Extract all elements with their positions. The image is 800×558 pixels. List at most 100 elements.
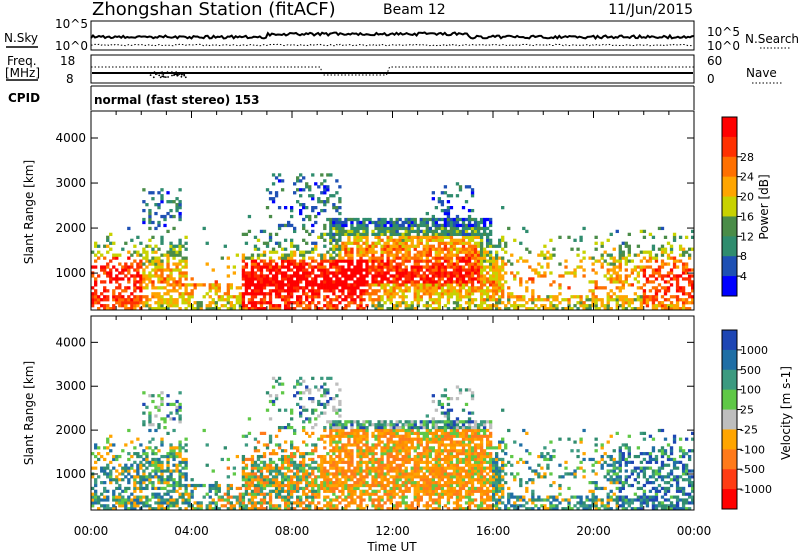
power-cell (362, 277, 365, 280)
power-cell (308, 304, 311, 307)
power-cell (142, 251, 145, 254)
power-cell (471, 283, 474, 286)
velocity-cell (218, 498, 221, 501)
velocity-cell (148, 412, 151, 415)
power-cell (495, 254, 498, 257)
power-cell (625, 257, 628, 260)
velocity-cell (402, 490, 405, 493)
velocity-cell (368, 420, 371, 423)
nave-point (177, 75, 179, 77)
velocity-cell (389, 429, 392, 432)
power-cell (317, 254, 320, 257)
power-cell (362, 259, 365, 262)
power-cell (426, 265, 429, 268)
velocity-cell (166, 432, 169, 435)
velocity-cell (302, 501, 305, 504)
velocity-cell (299, 481, 302, 484)
velocity-cell (399, 426, 402, 429)
power-cell (254, 295, 257, 298)
velocity-cell (151, 438, 154, 441)
power-cell (591, 289, 594, 292)
velocity-cell (350, 443, 353, 446)
power-cell (610, 262, 613, 265)
power-cell (676, 259, 679, 262)
power-cell (432, 271, 435, 274)
power-cell (374, 283, 377, 286)
power-cell (441, 257, 444, 260)
power-cell (184, 248, 187, 251)
power-cell (344, 254, 347, 257)
power-cell (245, 265, 248, 268)
velocity-cell (278, 446, 281, 449)
velocity-cell (175, 481, 178, 484)
power-cell (474, 218, 477, 221)
velocity-cell (94, 455, 97, 458)
velocity-cell (242, 484, 245, 487)
power-cell (257, 248, 260, 251)
power-cell (136, 251, 139, 254)
power-cell (441, 191, 444, 194)
power-cell (558, 301, 561, 304)
power-cell (257, 239, 260, 242)
power-cell (447, 212, 450, 215)
velocity-cell (332, 504, 335, 507)
power-cell (558, 292, 561, 295)
velocity-cell (178, 496, 181, 499)
power-cell (685, 277, 688, 280)
velocity-cell (408, 475, 411, 478)
velocity-cell (163, 455, 166, 458)
power-cell (142, 277, 145, 280)
velocity-cell (293, 446, 296, 449)
velocity-cell (97, 498, 100, 501)
velocity-cell (344, 420, 347, 423)
velocity-cell (278, 504, 281, 507)
velocity-cell (266, 478, 269, 481)
power-cell (438, 277, 441, 280)
power-cell (260, 283, 263, 286)
velocity-cell (323, 388, 326, 391)
power-cell (480, 298, 483, 301)
velocity-cell (335, 461, 338, 464)
power-cell (411, 283, 414, 286)
power-cell (646, 295, 649, 298)
velocity-cell (335, 504, 338, 507)
power-cell (305, 185, 308, 188)
power-cell (471, 191, 474, 194)
power-cell (341, 230, 344, 233)
power-cell (299, 254, 302, 257)
power-cell (380, 277, 383, 280)
velocity-cell (287, 475, 290, 478)
velocity-cell (233, 467, 236, 470)
power-cell (269, 277, 272, 280)
power-cell (549, 283, 552, 286)
power-cell (682, 289, 685, 292)
power-cell (278, 289, 281, 292)
velocity-cell (172, 490, 175, 493)
power-cell (269, 239, 272, 242)
velocity-cell (314, 443, 317, 446)
power-cell (673, 262, 676, 265)
power-cell (362, 280, 365, 283)
power-cell (480, 268, 483, 271)
power-cell (579, 236, 582, 239)
power-cell (284, 224, 287, 227)
velocity-cell (266, 467, 269, 470)
power-cell (408, 280, 411, 283)
power-cell (287, 277, 290, 280)
velocity-cell (184, 478, 187, 481)
power-cell (389, 251, 392, 254)
power-cell (172, 277, 175, 280)
power-cell (94, 254, 97, 257)
power-cell (136, 301, 139, 304)
velocity-cell (151, 423, 154, 426)
power-cell (278, 245, 281, 248)
power-cell (353, 292, 356, 295)
power-cell (661, 248, 664, 251)
power-cell (302, 239, 305, 242)
velocity-cell (215, 481, 218, 484)
power-cell (525, 301, 528, 304)
power-cell (383, 233, 386, 236)
power-cell (462, 295, 465, 298)
power-cell (184, 277, 187, 280)
power-cell (402, 257, 405, 260)
